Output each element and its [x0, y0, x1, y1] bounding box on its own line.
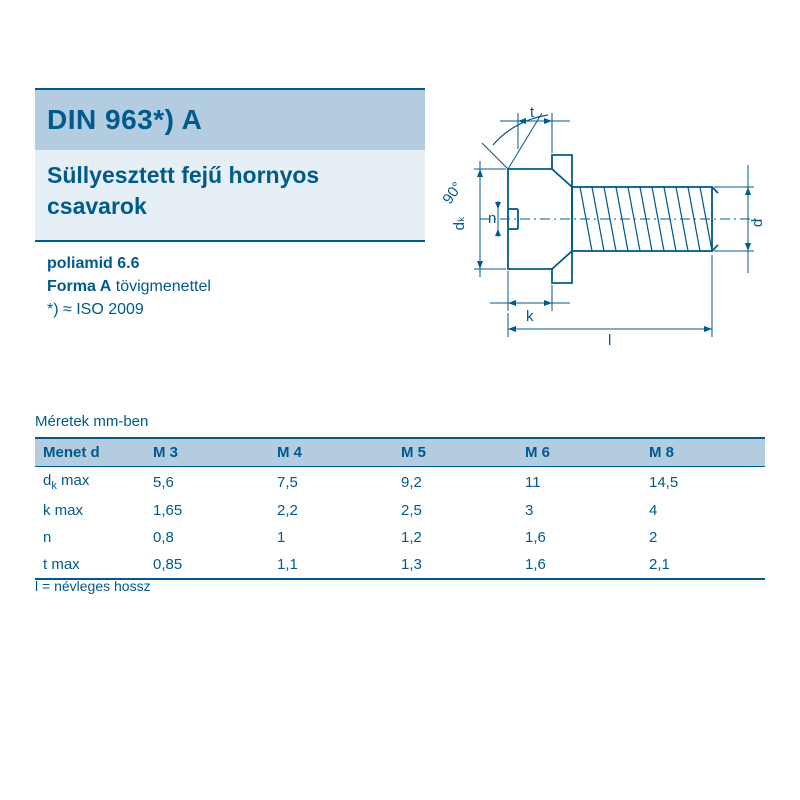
- k-label: k: [526, 308, 534, 325]
- col-m6: M 6: [517, 438, 641, 467]
- table-row: k max 1,65 2,2 2,5 3 4: [35, 497, 765, 524]
- col-m4: M 4: [269, 438, 393, 467]
- row-label: dk max: [35, 467, 145, 498]
- table-header-row: Menet d M 3 M 4 M 5 M 6 M 8: [35, 438, 765, 467]
- col-m3: M 3: [145, 438, 269, 467]
- subtitle-bar: Süllyesztett fejű hornyos csavarok: [35, 150, 425, 240]
- standard-code: DIN 963*) A: [47, 104, 409, 136]
- l-label: l: [608, 332, 611, 345]
- row-label: k max: [35, 497, 145, 524]
- col-m8: M 8: [641, 438, 765, 467]
- meta-bar: poliamid 6.6 Forma A tövigmenettel *) ≈ …: [35, 240, 425, 322]
- length-footnote: l = névleges hossz: [35, 578, 151, 594]
- cell: 1,2: [393, 524, 517, 551]
- cell: 14,5: [641, 467, 765, 498]
- subtitle-line1: Süllyesztett fejű hornyos: [47, 162, 319, 188]
- table-body: dk max 5,6 7,5 9,2 11 14,5 k max 1,65 2,…: [35, 467, 765, 580]
- row-label: n: [35, 524, 145, 551]
- form-suffix: tövigmenettel: [111, 278, 211, 295]
- cell: 1,6: [517, 524, 641, 551]
- cell: 2,1: [641, 551, 765, 579]
- cell: 11: [517, 467, 641, 498]
- cell: 1: [269, 524, 393, 551]
- cell: 1,3: [393, 551, 517, 579]
- row-label: t max: [35, 551, 145, 579]
- cell: 1,65: [145, 497, 269, 524]
- dk-label: dₖ: [451, 216, 468, 231]
- form-label: Forma A: [47, 278, 111, 295]
- cell: 2,2: [269, 497, 393, 524]
- cell: 5,6: [145, 467, 269, 498]
- cell: 3: [517, 497, 641, 524]
- table-row: n 0,8 1 1,2 1,6 2: [35, 524, 765, 551]
- table-row: dk max 5,6 7,5 9,2 11 14,5: [35, 467, 765, 498]
- material-label: poliamid 6.6: [47, 255, 139, 272]
- cell: 9,2: [393, 467, 517, 498]
- units-label: Méretek mm-ben: [35, 413, 148, 430]
- angle-label: 90°: [439, 179, 466, 207]
- cell: 0,8: [145, 524, 269, 551]
- table-row: t max 0,85 1,1 1,3 1,6 2,1: [35, 551, 765, 579]
- dimensions-table: Menet d M 3 M 4 M 5 M 6 M 8 dk max 5,6 7…: [35, 437, 765, 580]
- col-m5: M 5: [393, 438, 517, 467]
- cell: 1,6: [517, 551, 641, 579]
- header-block: DIN 963*) A Süllyesztett fejű hornyos cs…: [35, 90, 425, 322]
- product-name: Süllyesztett fejű hornyos csavarok: [47, 160, 413, 222]
- subtitle-line2: csavarok: [47, 193, 147, 219]
- col-menet-d: Menet d: [35, 438, 145, 467]
- cell: 0,85: [145, 551, 269, 579]
- cell: 1,1: [269, 551, 393, 579]
- cell: 2: [641, 524, 765, 551]
- cell: 7,5: [269, 467, 393, 498]
- screw-diagram: 90° t dₖ n k l d: [420, 105, 780, 345]
- iso-equiv: *) ≈ ISO 2009: [47, 298, 413, 321]
- cell: 4: [641, 497, 765, 524]
- title-bar: DIN 963*) A: [35, 90, 425, 150]
- n-label: n: [488, 210, 496, 227]
- d-label: d: [749, 219, 766, 227]
- cell: 2,5: [393, 497, 517, 524]
